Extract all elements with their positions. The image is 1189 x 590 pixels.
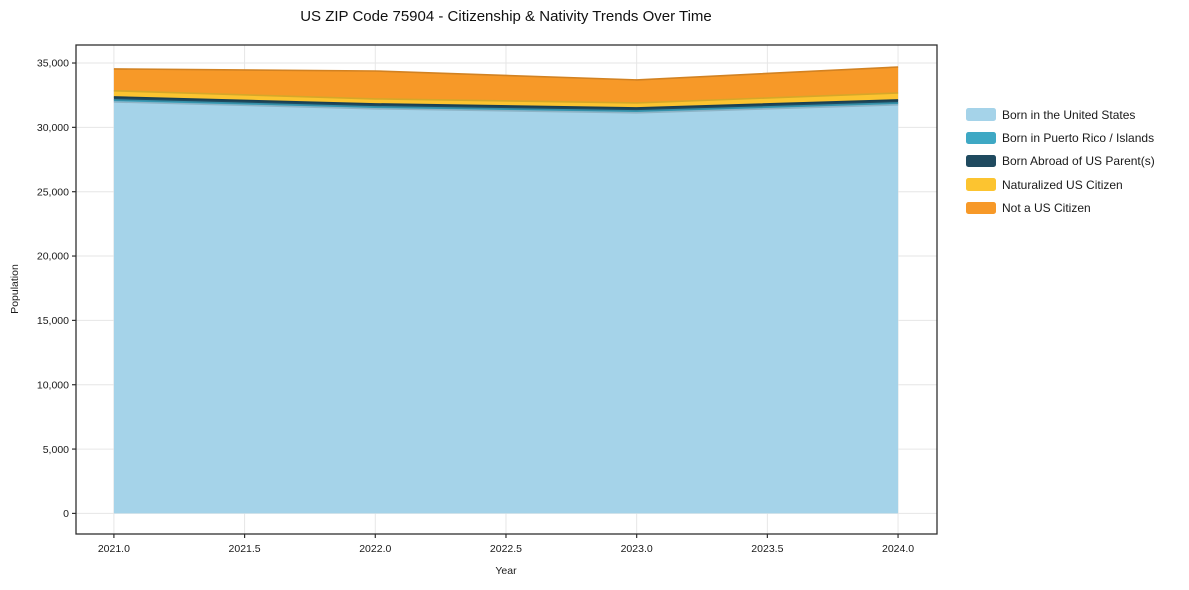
legend-label: Naturalized US Citizen — [1002, 177, 1123, 192]
y-tick-label: 0 — [63, 508, 69, 520]
legend-swatch — [966, 154, 996, 168]
area-not-a-us-citizen — [113, 67, 899, 103]
legend-item: Born Abroad of US Parent(s) — [966, 150, 1155, 173]
y-tick-label: 35,000 — [37, 58, 69, 70]
area-edge-born-abroad-of-us-parent-s — [113, 96, 899, 109]
legend-item: Not a US Citizen — [966, 196, 1155, 219]
chart-title: US ZIP Code 75904 - Citizenship & Nativi… — [300, 8, 712, 25]
legend-swatch — [966, 131, 996, 145]
x-tick-label: 2024.0 — [882, 543, 914, 555]
legend-label: Not a US Citizen — [1002, 200, 1091, 215]
legend-item: Naturalized US Citizen — [966, 173, 1155, 196]
area-edge-born-in-the-united-states — [113, 101, 899, 114]
area-edge-born-in-puerto-rico-islands — [113, 99, 899, 112]
legend-swatch — [966, 201, 996, 215]
legend-swatch — [966, 108, 996, 121]
y-axis-label: Population — [9, 264, 21, 314]
y-tick-label: 25,000 — [37, 186, 69, 198]
legend-label: Born in Puerto Rico / Islands — [1002, 130, 1155, 145]
y-tick-label: 15,000 — [37, 315, 69, 327]
area-edge-naturalized-us-citizen — [113, 90, 899, 104]
legend: Born in the United States Born in Puerto… — [966, 103, 1155, 219]
x-tick-label: 2021.0 — [98, 543, 130, 555]
y-tick-label: 10,000 — [37, 379, 69, 391]
x-tick-label: 2023.5 — [751, 543, 783, 555]
legend-item: Born in Puerto Rico / Islands — [966, 126, 1155, 149]
area-edge-not-a-us-citizen — [113, 66, 899, 81]
legend-label: Born Abroad of US Parent(s) — [1002, 154, 1155, 169]
legend-item: Born in the United States — [966, 103, 1155, 126]
y-tick-label: 20,000 — [37, 251, 69, 263]
x-tick-label: 2022.5 — [490, 543, 522, 555]
x-axis-label: Year — [495, 565, 517, 577]
legend-label: Born in the United States — [1002, 107, 1136, 122]
area-born-abroad-of-us-parent-s — [113, 96, 899, 111]
legend-swatch — [966, 178, 996, 191]
x-tick-label: 2023.0 — [621, 543, 653, 555]
area-naturalized-us-citizen — [113, 90, 899, 108]
area-born-in-the-united-states — [113, 101, 899, 514]
y-tick-label: 30,000 — [37, 122, 69, 134]
x-tick-label: 2021.5 — [229, 543, 261, 555]
y-tick-label: 5,000 — [43, 444, 69, 456]
x-tick-label: 2022.0 — [359, 543, 391, 555]
